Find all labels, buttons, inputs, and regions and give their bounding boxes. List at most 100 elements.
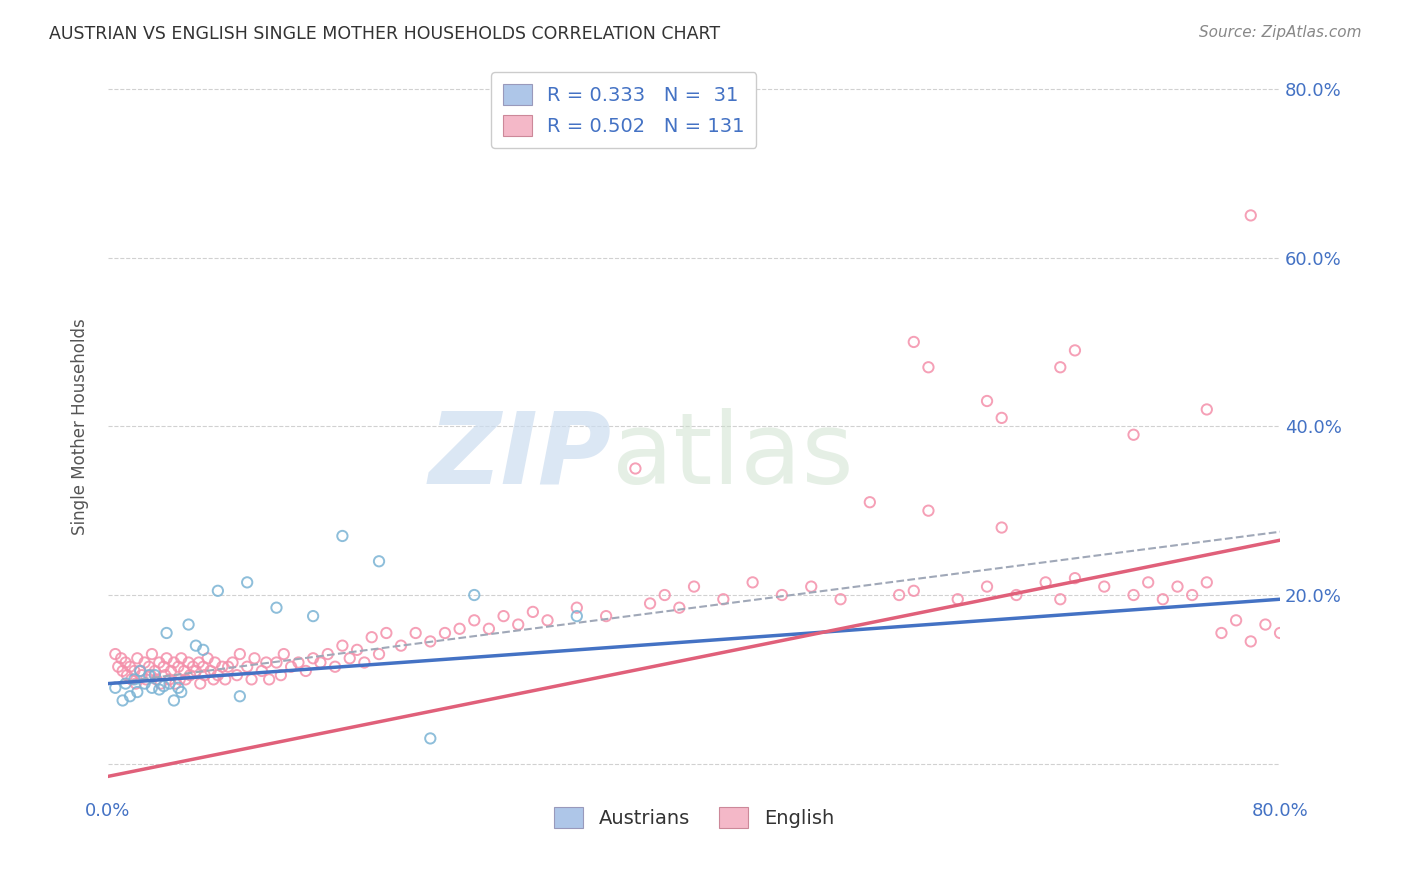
Point [1240, 208, 1263, 222]
Point [375, 626, 398, 640]
Point [254, 656, 277, 670]
Point [134, 676, 156, 690]
Point [160, 664, 183, 678]
Point [141, 681, 163, 695]
Point [187, 656, 209, 670]
Point [1049, 360, 1071, 375]
Point [508, 617, 530, 632]
Point [229, 647, 252, 661]
Point [257, 673, 280, 687]
Point [152, 659, 174, 673]
Text: atlas: atlas [612, 408, 853, 505]
Point [129, 664, 152, 678]
Point [368, 647, 391, 661]
Point [167, 659, 190, 673]
Point [1386, 630, 1406, 644]
Point [134, 656, 156, 670]
Point [903, 583, 925, 598]
Point [193, 643, 215, 657]
Point [668, 600, 690, 615]
Point [174, 673, 197, 687]
Point [200, 664, 222, 678]
Point [917, 360, 939, 375]
Point [170, 651, 193, 665]
Point [114, 656, 136, 670]
Point [188, 676, 211, 690]
Point [280, 659, 302, 673]
Point [302, 651, 325, 665]
Point [990, 520, 1012, 534]
Point [221, 656, 243, 670]
Point [478, 622, 501, 636]
Point [214, 673, 236, 687]
Point [229, 690, 252, 704]
Point [250, 664, 273, 678]
Point [118, 690, 141, 704]
Point [887, 588, 910, 602]
Point [240, 673, 263, 687]
Point [1327, 668, 1350, 682]
Point [595, 609, 617, 624]
Point [1166, 580, 1188, 594]
Point [124, 673, 146, 687]
Point [115, 668, 138, 682]
Point [1005, 588, 1028, 602]
Point [163, 656, 186, 670]
Point [1064, 343, 1087, 358]
Point [859, 495, 882, 509]
Point [143, 668, 166, 682]
Point [770, 588, 793, 602]
Point [1195, 575, 1218, 590]
Point [917, 503, 939, 517]
Point [332, 529, 354, 543]
Point [207, 668, 229, 682]
Point [226, 668, 249, 682]
Text: ZIP: ZIP [429, 408, 612, 505]
Point [127, 651, 149, 665]
Point [316, 647, 339, 661]
Point [346, 643, 368, 657]
Point [536, 613, 558, 627]
Point [173, 664, 195, 678]
Point [800, 580, 823, 594]
Point [159, 673, 181, 687]
Point [638, 597, 661, 611]
Point [1122, 588, 1144, 602]
Point [309, 656, 332, 670]
Point [976, 580, 998, 594]
Point [177, 617, 200, 632]
Point [1137, 575, 1160, 590]
Point [624, 461, 647, 475]
Point [741, 575, 763, 590]
Point [1064, 571, 1087, 585]
Point [152, 679, 174, 693]
Point [1181, 588, 1204, 602]
Point [903, 334, 925, 349]
Point [270, 668, 292, 682]
Point [419, 731, 441, 746]
Point [135, 673, 157, 687]
Point [236, 659, 259, 673]
Point [1211, 626, 1233, 640]
Point [138, 668, 160, 682]
Point [266, 656, 288, 670]
Point [129, 664, 152, 678]
Point [104, 681, 127, 695]
Text: Source: ZipAtlas.com: Source: ZipAtlas.com [1198, 25, 1361, 40]
Point [1225, 613, 1247, 627]
Point [149, 676, 172, 690]
Point [155, 651, 177, 665]
Point [110, 651, 132, 665]
Point [463, 613, 485, 627]
Point [118, 659, 141, 673]
Point [1268, 626, 1291, 640]
Point [204, 656, 226, 670]
Point [1049, 592, 1071, 607]
Point [159, 676, 181, 690]
Point [368, 554, 391, 568]
Point [1298, 634, 1320, 648]
Point [207, 583, 229, 598]
Point [131, 668, 153, 682]
Point [990, 410, 1012, 425]
Point [449, 622, 471, 636]
